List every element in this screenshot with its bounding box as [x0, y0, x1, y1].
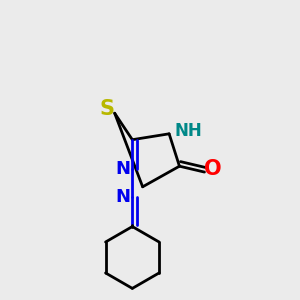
Text: N: N — [116, 188, 130, 206]
Text: N: N — [116, 160, 130, 178]
Text: S: S — [100, 99, 115, 119]
Text: NH: NH — [174, 122, 202, 140]
Text: O: O — [204, 159, 221, 179]
